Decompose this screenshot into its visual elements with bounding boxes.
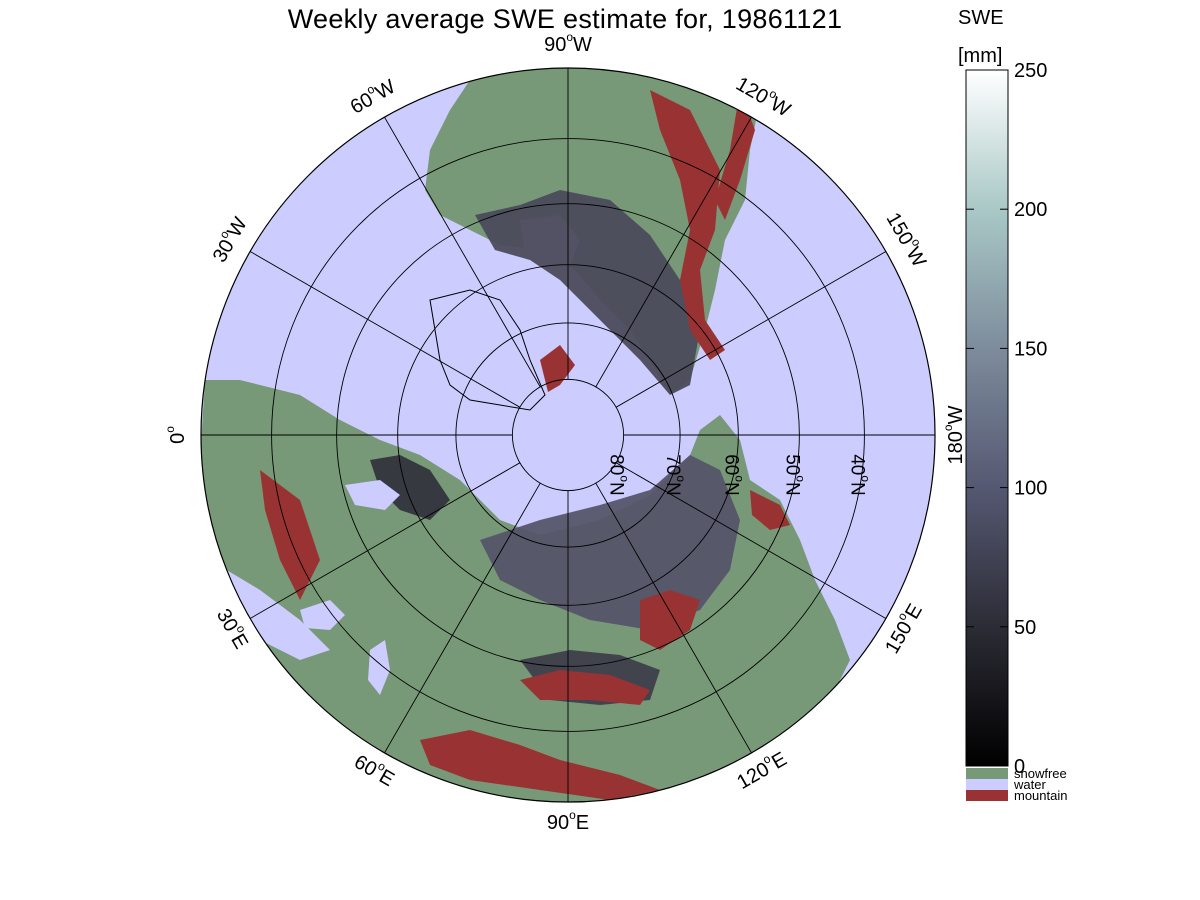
map-title: Weekly average SWE estimate for, 1986112… bbox=[287, 4, 843, 34]
colorbar-ticks: 0 50 100 150 200 250 bbox=[966, 60, 1047, 778]
longitude-label-lon-90e: 90oE bbox=[547, 808, 589, 834]
latitude-labels: 80oN 70oN 60oN 50oN 40oN bbox=[606, 454, 873, 496]
latitude-label-lat-80n: 80oN bbox=[606, 454, 632, 496]
meridian-300 bbox=[384, 116, 541, 388]
category-swatch-snowfree bbox=[966, 768, 1008, 779]
colorbar-tick-label-150: 150 bbox=[1014, 338, 1047, 360]
mountain-kamchatka bbox=[750, 490, 790, 530]
snow-cover-canada bbox=[475, 190, 700, 395]
meridian-60 bbox=[384, 482, 541, 754]
category-label-mountain: mountain bbox=[1014, 788, 1067, 803]
landmass-greenland bbox=[429, 289, 546, 411]
mediterranean-sea bbox=[210, 560, 330, 660]
longitude-label-lon-60w: 60oW bbox=[345, 72, 400, 119]
latitude-label-lat-60n: 60oN bbox=[720, 454, 746, 496]
mountain-europe bbox=[260, 470, 320, 600]
colorbar-tick-label-50: 50 bbox=[1014, 617, 1036, 639]
latitude-label-lat-40n: 40oN bbox=[846, 454, 872, 496]
mountain-greenland-east bbox=[540, 345, 575, 392]
longitude-label-lon-90w: 90oW bbox=[544, 30, 592, 56]
longitude-label-lon-180w: 180oW bbox=[941, 405, 967, 464]
latitude-label-lat-50n: 50oN bbox=[781, 454, 807, 496]
meridian-120 bbox=[595, 482, 752, 754]
colorbar-tick-label-200: 200 bbox=[1014, 199, 1047, 221]
meridian-210 bbox=[615, 251, 887, 408]
colorbar-unit: [mm] bbox=[958, 45, 1002, 67]
category-swatch-water bbox=[966, 779, 1008, 790]
colorbar-tick-label-250: 250 bbox=[1014, 60, 1047, 82]
meridian-150 bbox=[615, 462, 887, 619]
longitude-label-lon-30w: 30oW bbox=[205, 212, 252, 267]
mountain-rockies bbox=[650, 90, 725, 360]
category-label-water: water bbox=[1013, 777, 1046, 792]
category-label-snowfree: snowfree bbox=[1014, 766, 1067, 781]
caspian-sea bbox=[368, 640, 390, 695]
colorbar-tick-label-100: 100 bbox=[1014, 478, 1047, 500]
polar-map: 90oW120oW150oW180oW150oE120oE90oE60oE30o… bbox=[163, 30, 967, 834]
mountain-far-east bbox=[640, 590, 700, 650]
mountain-central-asia bbox=[520, 670, 650, 705]
category-swatch-mountain bbox=[966, 790, 1008, 801]
meridian-330 bbox=[249, 251, 521, 408]
black-sea bbox=[300, 600, 345, 630]
map-border bbox=[200, 67, 936, 803]
colorbar-tick-label-0: 0 bbox=[1014, 756, 1025, 778]
meridian-240 bbox=[595, 116, 752, 388]
meridian-30 bbox=[249, 462, 521, 619]
graticule bbox=[201, 68, 935, 802]
colorbar-gradient bbox=[965, 69, 1009, 767]
baltic-sea bbox=[345, 480, 400, 510]
colorbar-title: SWE bbox=[958, 7, 1004, 29]
latitude-label-lat-70n: 70oN bbox=[662, 454, 688, 496]
mountain-coast-range bbox=[715, 90, 755, 220]
colorbar: SWE [mm] 0 50 100 150 200 250 snowfreewatermo… bbox=[958, 7, 1067, 803]
longitude-label-lon-0: 0o bbox=[163, 426, 189, 444]
snow-cover-siberia bbox=[480, 455, 740, 630]
mountain-himalaya bbox=[420, 730, 660, 800]
snow-cover-scandinavia bbox=[370, 455, 450, 520]
